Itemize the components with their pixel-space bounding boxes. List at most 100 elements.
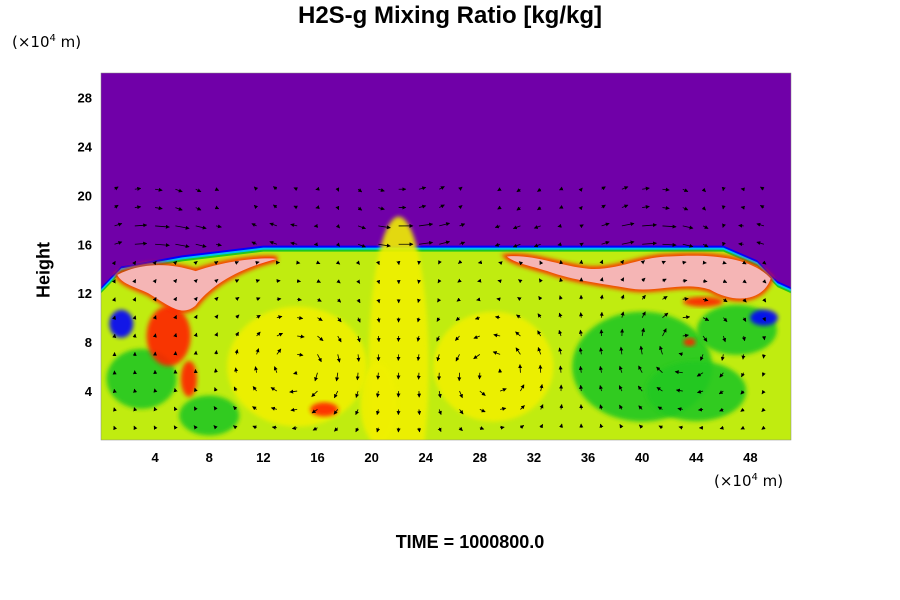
wind-arrow [741,335,746,342]
wind-arrow [637,385,643,392]
wind-arrow [761,260,767,265]
wind-arrow [656,387,663,392]
wind-arrow [153,388,158,393]
wind-arrow [254,366,259,373]
wind-arrow [457,259,463,264]
wind-arrow [599,277,604,282]
wind-arrow [335,187,340,192]
wind-arrow [638,424,644,429]
wind-arrow [599,423,604,429]
wind-arrow [538,295,543,301]
wind-arrow [336,298,342,303]
wind-arrow [155,206,163,211]
wind-arrow [722,223,726,228]
wind-arrow [134,241,148,246]
wind-arrow [269,240,278,245]
wind-arrow [252,425,257,430]
wind-arrow [559,204,564,209]
wind-arrow [761,389,766,395]
wind-arrow [742,279,747,284]
wind-arrow [293,370,298,375]
field-blob [146,306,191,367]
wind-arrow [662,242,677,247]
x-axis-ticks: 4 8 12 16 20 24 28 32 36 40 44 48 [152,450,758,465]
wind-arrow [276,315,283,320]
wind-arrow [494,224,501,229]
wind-arrow [559,403,564,410]
wind-arrow [742,317,747,322]
field-streamer [117,258,277,311]
wind-arrow [418,186,427,191]
wind-arrow [517,297,522,301]
chart-title: H2S-g Mixing Ratio [kg/kg] [297,2,602,29]
wind-arrow [376,260,380,266]
wind-arrow [193,387,198,392]
x-tick-label: 32 [527,450,541,465]
wind-arrow [722,279,728,283]
wind-arrow [599,294,604,300]
wind-arrow [761,372,766,377]
wind-arrow [621,240,635,245]
wind-arrow [700,354,704,361]
y-tick-label: 16 [78,237,92,252]
wind-arrow [479,426,485,430]
wind-arrow [455,354,460,362]
wind-arrow [317,335,324,342]
wind-arrow [152,333,157,338]
wind-arrow [333,409,339,415]
wind-arrow [702,335,708,342]
wind-arrow [132,297,136,302]
wind-arrow [213,425,218,430]
wind-arrow [696,389,704,394]
wind-arrow [539,423,544,429]
wind-arrow [234,279,240,284]
wind-arrow [497,205,502,210]
wind-arrow [337,335,342,343]
y-tick-label: 28 [78,90,92,105]
wind-arrow [272,204,278,209]
wind-arrow [378,243,391,248]
wind-arrow [193,425,198,430]
field-blob [646,361,747,422]
wind-arrow [675,388,683,393]
x-tick-label: 48 [743,450,757,465]
wind-arrow [417,279,422,284]
wind-arrow [133,425,138,431]
wind-arrow [456,297,461,302]
wind-arrow [662,312,669,318]
wind-arrow [492,351,501,355]
wind-arrow [762,317,766,322]
wind-arrow [312,426,318,431]
wind-arrow [500,406,507,411]
wind-arrow [297,334,305,339]
wind-arrow [474,316,480,320]
wind-arrow [479,390,486,396]
wind-arrow [173,425,178,430]
wind-arrow [741,372,745,378]
wind-vectors [111,186,767,433]
wind-arrow [335,205,340,211]
wind-arrow [214,350,219,355]
wind-arrow [537,187,542,192]
wind-arrow [599,259,604,265]
field-streamer [506,255,771,299]
wind-arrow [621,186,629,190]
wind-arrow [153,406,158,412]
wind-arrow [761,425,766,430]
wind-arrow [376,279,381,285]
wind-arrow [173,296,177,302]
wind-arrow [357,206,363,211]
wind-arrow [290,223,298,228]
field-blob [360,363,397,440]
wind-arrow [251,241,257,246]
x-tick-label: 28 [473,450,487,465]
wind-arrow [133,407,138,412]
x-tick-label: 44 [689,450,704,465]
wind-arrow [233,405,238,411]
wind-arrow [376,317,381,323]
wind-arrow [112,297,116,302]
x-unit-prefix: (×10 [714,472,752,490]
wind-arrow [759,186,765,191]
wind-arrow [512,243,521,248]
